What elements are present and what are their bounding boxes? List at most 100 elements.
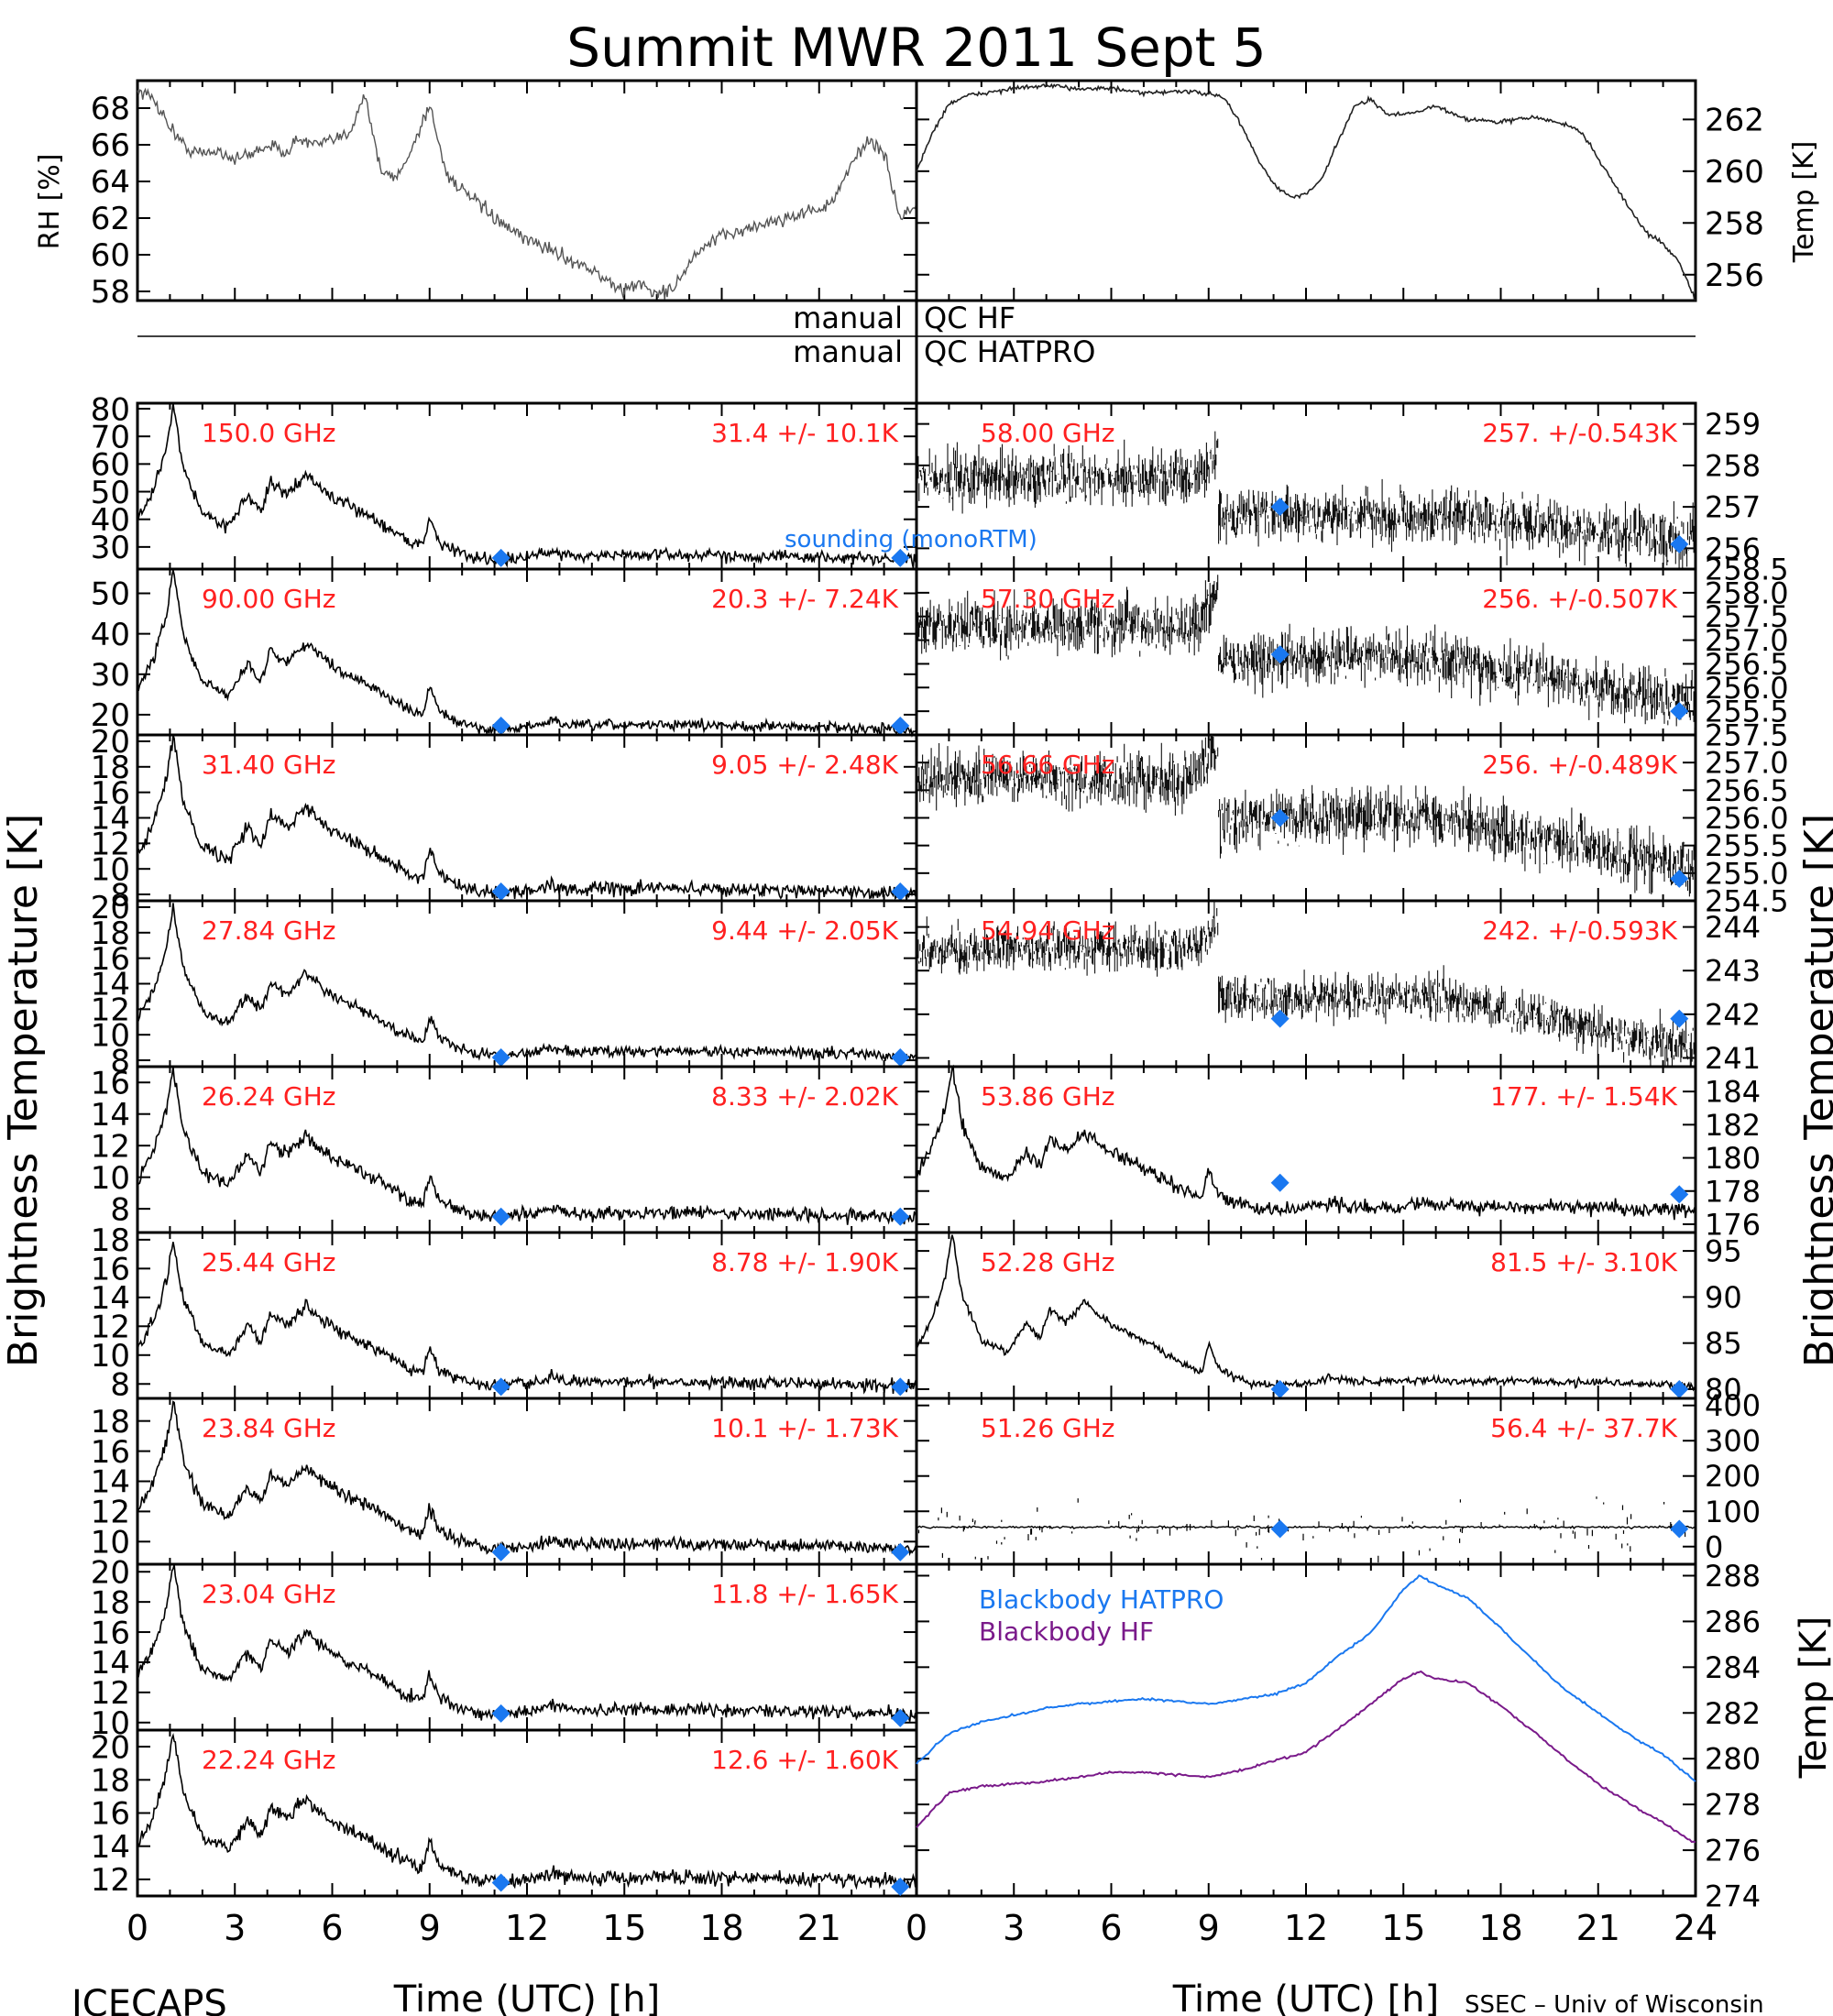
panel-31-40-series bbox=[137, 734, 917, 902]
panel-56-66-sounding-point bbox=[1670, 869, 1689, 888]
left-xtick-label: 18 bbox=[699, 1908, 743, 1948]
panel-57-30-ytick-label: 255.5 bbox=[1705, 695, 1789, 729]
qc-left-1: manual bbox=[793, 301, 903, 335]
panel-52-28-stats-label: 81.5 +/- 3.10K bbox=[1490, 1247, 1677, 1277]
panel-51-26-outliers bbox=[917, 1496, 1686, 1567]
panel-51-26-ytick-label: 300 bbox=[1705, 1424, 1761, 1459]
left-xtick-label: 15 bbox=[602, 1908, 646, 1948]
panel-23-04-series bbox=[137, 1564, 917, 1722]
panel-53-86-ytick-label: 184 bbox=[1705, 1075, 1761, 1110]
panels bbox=[136, 79, 1697, 1898]
panel-31-40-ytick-label: 18 bbox=[91, 750, 130, 786]
panel-23-84-ytick-label: 10 bbox=[91, 1525, 130, 1561]
temp-top-ytick-label: 262 bbox=[1705, 103, 1764, 139]
panel-26-24-series bbox=[137, 1066, 917, 1225]
panel-58-00-channel-label: 58.00 GHz bbox=[981, 418, 1115, 448]
panel-25-44-ytick-label: 16 bbox=[91, 1252, 130, 1288]
rh-ytick-label: 64 bbox=[91, 164, 130, 201]
left-xtick-label: 3 bbox=[224, 1908, 246, 1948]
temp-top-ytick-label: 260 bbox=[1705, 154, 1764, 191]
left-xtick-label: 6 bbox=[321, 1908, 343, 1948]
rh-series bbox=[137, 87, 917, 300]
panel-57-30-ytick-label: 257.0 bbox=[1705, 623, 1789, 658]
sounding-label: sounding (monoRTM) bbox=[785, 526, 1037, 553]
left-xtick-label: 12 bbox=[505, 1908, 549, 1948]
panel-54-94-series bbox=[916, 901, 1696, 1067]
panel-150-0-sounding-point bbox=[491, 548, 510, 567]
temp-top-frame bbox=[915, 79, 1697, 302]
panel-27-84-sounding-point bbox=[491, 1048, 510, 1067]
rh-ylabel: RH [%] bbox=[34, 154, 66, 250]
panel-22-24-sounding-point bbox=[891, 1878, 910, 1896]
panel-22-24-ytick-label: 14 bbox=[91, 1829, 130, 1866]
panel-27-84-sounding-point bbox=[891, 1048, 910, 1067]
panel-57-30-ytick-label: 257.5 bbox=[1705, 599, 1789, 634]
panel-51-26-stats-label: 56.4 +/- 37.7K bbox=[1490, 1413, 1677, 1443]
panel-27-84-ytick-label: 12 bbox=[91, 992, 130, 1029]
panel-56-66-ytick-label: 256.5 bbox=[1705, 773, 1789, 808]
rh-ytick-label: 58 bbox=[91, 274, 130, 311]
blackbody-ytick-label: 278 bbox=[1705, 1788, 1761, 1823]
panel-57-30-ytick-label: 256.0 bbox=[1705, 671, 1789, 706]
panel-23-84-stats-label: 10.1 +/- 1.73K bbox=[711, 1413, 898, 1443]
panel-54-94-ytick-label: 243 bbox=[1705, 954, 1761, 989]
figure-title: Summit MWR 2011 Sept 5 bbox=[566, 16, 1266, 79]
panel-23-04-ytick-label: 18 bbox=[91, 1584, 130, 1621]
right-xtick-label: 15 bbox=[1381, 1908, 1425, 1948]
panel-150-0-stats-label: 31.4 +/- 10.1K bbox=[711, 418, 898, 448]
panel-22-24-ytick-label: 18 bbox=[91, 1763, 130, 1800]
panel-22-24-ytick-label: 16 bbox=[91, 1796, 130, 1833]
panel-150-0-ytick-label: 50 bbox=[91, 475, 130, 511]
panel-23-84-sounding-point bbox=[491, 1542, 510, 1561]
panel-52-28-ytick-label: 80 bbox=[1705, 1372, 1742, 1407]
panel-26-24-ytick-label: 8 bbox=[110, 1191, 130, 1228]
panel-52-28-ytick-label: 90 bbox=[1705, 1280, 1742, 1315]
qc-right-1: QC HF bbox=[924, 301, 1015, 335]
panel-54-94-stats-label: 242. +/-0.593K bbox=[1482, 915, 1677, 946]
panel-51-26-ytick-label: 400 bbox=[1705, 1388, 1761, 1423]
panel-25-44-ytick-label: 18 bbox=[91, 1222, 130, 1259]
panel-27-84-ytick-label: 16 bbox=[91, 941, 130, 978]
panel-57-30-sounding-point bbox=[1270, 645, 1290, 664]
temp-top-ylabel: Temp [K] bbox=[1788, 141, 1820, 264]
blackbody-ytick-label: 280 bbox=[1705, 1742, 1761, 1777]
panel-25-44-sounding-point bbox=[491, 1377, 510, 1397]
panel-90-00-ytick-label: 40 bbox=[91, 617, 130, 653]
panel-31-40-ytick-label: 20 bbox=[91, 724, 130, 761]
panel-22-24-ytick-label: 12 bbox=[91, 1862, 130, 1899]
rh-frame bbox=[136, 79, 918, 302]
panel-25-44-channel-label: 25.44 GHz bbox=[202, 1247, 336, 1277]
panel-25-44-stats-label: 8.78 +/- 1.90K bbox=[711, 1247, 898, 1277]
panel-25-44-ytick-label: 8 bbox=[110, 1367, 130, 1404]
panel-27-84-ytick-label: 8 bbox=[110, 1043, 130, 1079]
left-xtick-label: 0 bbox=[126, 1908, 148, 1948]
panel-23-84-channel-label: 23.84 GHz bbox=[202, 1413, 336, 1443]
panel-54-94-sounding-point bbox=[1270, 1009, 1290, 1028]
panel-58-00-ytick-label: 257 bbox=[1705, 490, 1761, 525]
panel-57-30-ytick-label: 258.5 bbox=[1705, 553, 1789, 587]
panel-58-00-series bbox=[916, 431, 1696, 569]
panel-27-84-ytick-label: 14 bbox=[91, 967, 130, 1003]
panel-27-84-series bbox=[137, 903, 917, 1063]
panel-58-00-stats-label: 257. +/-0.543K bbox=[1482, 418, 1677, 448]
blackbody-series-hatpro bbox=[916, 1574, 1696, 1782]
panel-57-30-stats-label: 256. +/-0.507K bbox=[1482, 584, 1677, 614]
footer-left: ICECAPS bbox=[71, 1983, 227, 2016]
panel-51-26-ytick-label: 200 bbox=[1705, 1459, 1761, 1494]
right-xtick-label: 18 bbox=[1478, 1908, 1522, 1948]
panel-23-84-series bbox=[137, 1400, 917, 1557]
panel-54-94-sounding-point bbox=[1670, 1009, 1689, 1028]
panel-56-66-ytick-label: 257.5 bbox=[1705, 718, 1789, 753]
panel-26-24-stats-label: 8.33 +/- 2.02K bbox=[711, 1081, 898, 1112]
panel-23-04-ytick-label: 20 bbox=[91, 1554, 130, 1591]
panel-31-40-ytick-label: 12 bbox=[91, 827, 130, 863]
panel-150-0-ytick-label: 40 bbox=[91, 502, 130, 539]
panel-150-0-ytick-label: 70 bbox=[91, 419, 130, 455]
panel-31-40-ytick-label: 16 bbox=[91, 775, 130, 812]
panel-53-86-stats-label: 177. +/- 1.54K bbox=[1490, 1081, 1677, 1112]
panel-90-00-sounding-point bbox=[891, 717, 910, 735]
panel-26-24-ytick-label: 10 bbox=[91, 1160, 130, 1197]
panel-150-0-channel-label: 150.0 GHz bbox=[202, 418, 336, 448]
qc-left-2: manual bbox=[793, 334, 903, 369]
